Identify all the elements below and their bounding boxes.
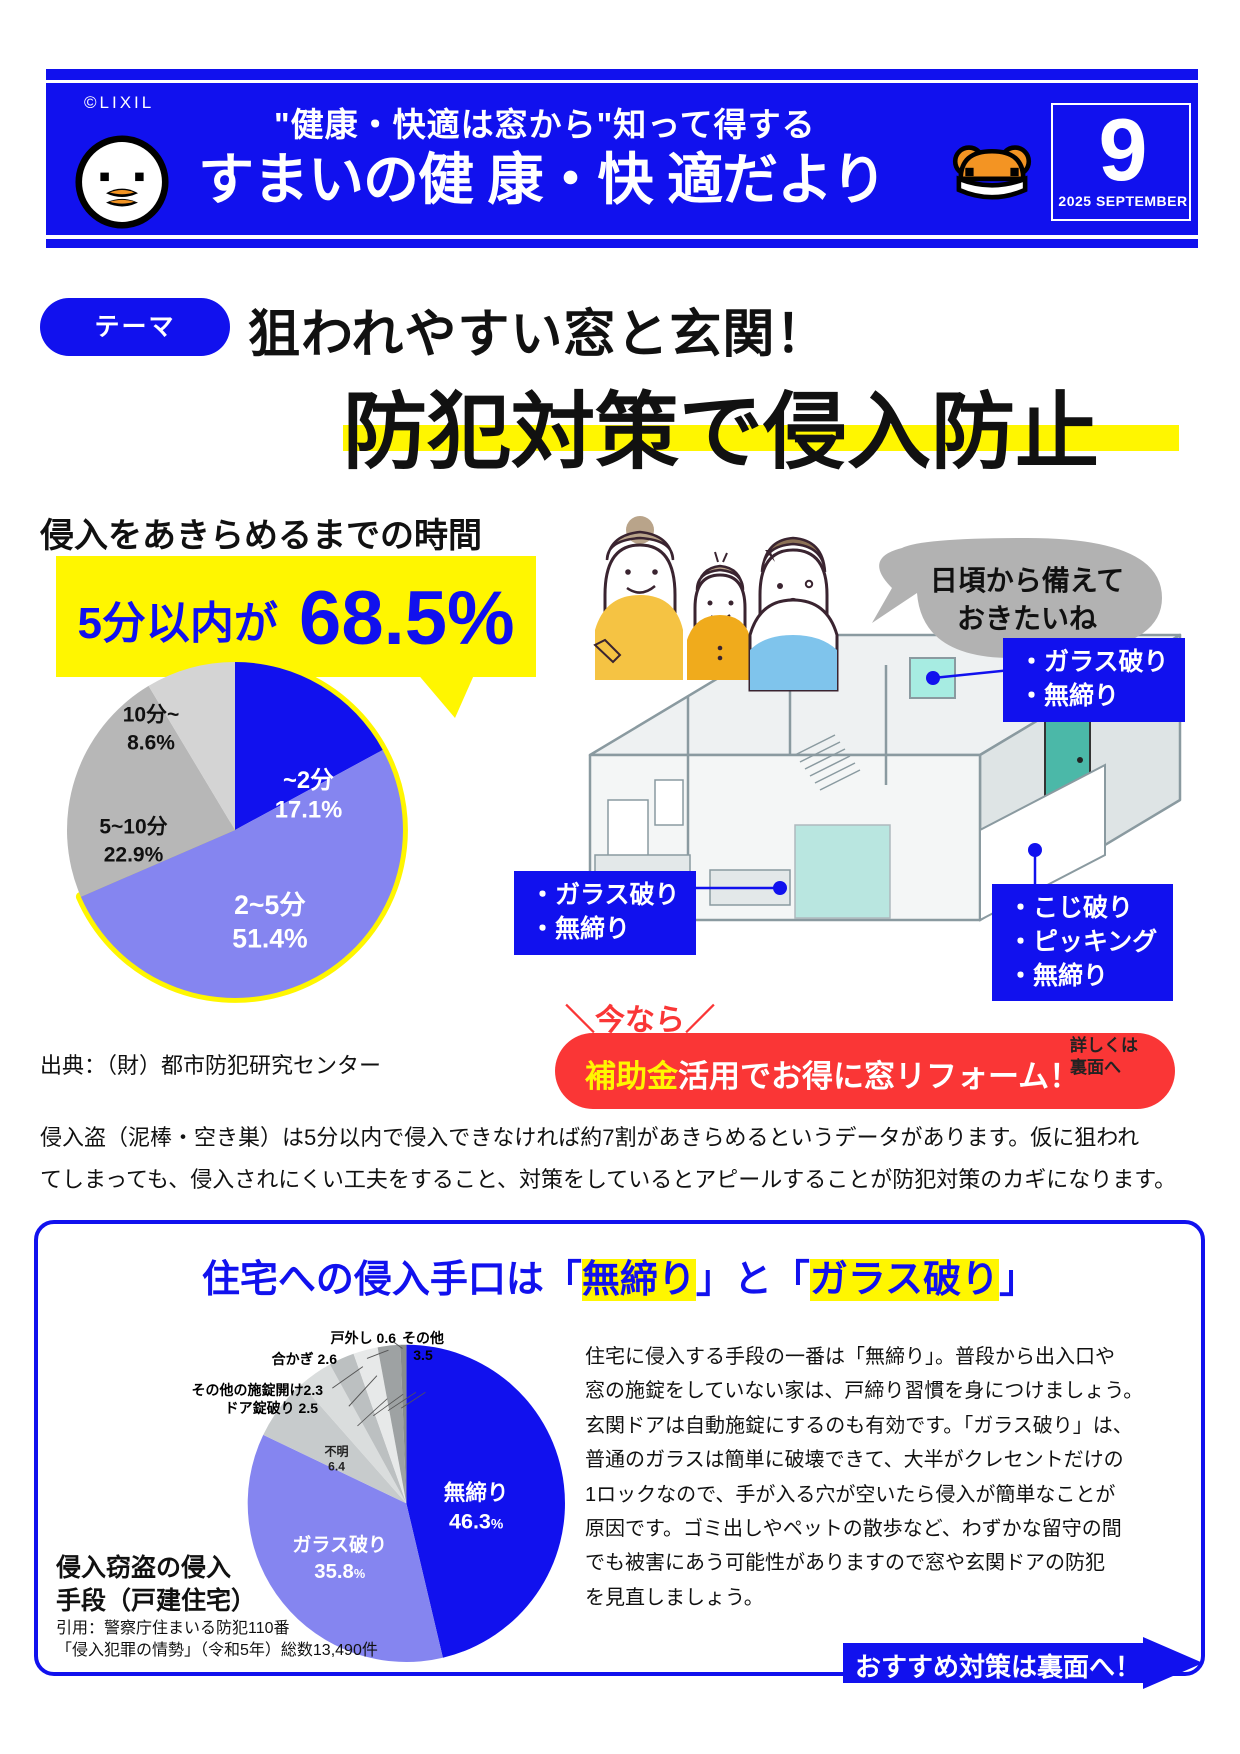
svg-text:17.1%: 17.1% [275, 796, 342, 823]
svg-text:10分~: 10分~ [123, 704, 180, 727]
svg-text:5~10分: 5~10分 [99, 816, 167, 839]
svg-text:~2分: ~2分 [283, 767, 334, 794]
svg-text:8.6%: 8.6% [127, 732, 175, 755]
svg-text:2~5分: 2~5分 [234, 890, 306, 920]
svg-text:51.4%: 51.4% [232, 924, 307, 954]
svg-text:22.9%: 22.9% [104, 844, 164, 867]
